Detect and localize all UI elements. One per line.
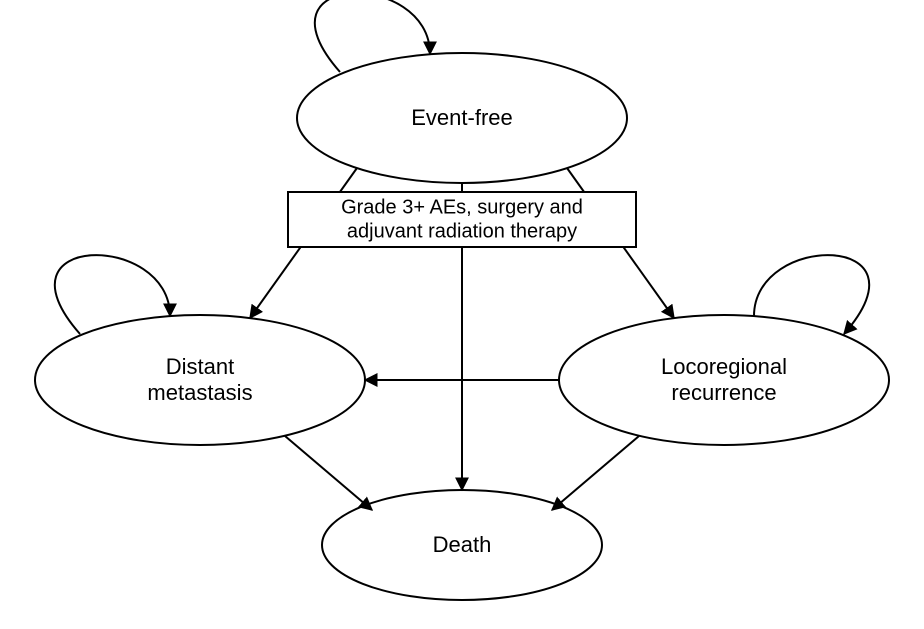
node-locoregional_recurrence-label-line-1: recurrence bbox=[671, 380, 776, 405]
node-locoregional-recurrence: Locoregionalrecurrence bbox=[559, 315, 889, 445]
node-death: Death bbox=[322, 490, 602, 600]
node-distant_metastasis-label-line-0: Distant bbox=[166, 354, 234, 379]
annotation-box-label-line-1: adjuvant radiation therapy bbox=[347, 221, 577, 243]
node-distant_metastasis-label-line-1: metastasis bbox=[147, 380, 252, 405]
edge-locoregional_recurrence-to-death bbox=[552, 436, 639, 510]
node-locoregional_recurrence-label-line-0: Locoregional bbox=[661, 354, 787, 379]
node-death-label-line-0: Death bbox=[433, 532, 492, 557]
edge-distant_metastasis-to-death bbox=[285, 436, 372, 510]
annotation-box: Grade 3+ AEs, surgery andadjuvant radiat… bbox=[288, 192, 636, 247]
state-diagram: Event-free Distantmetastasis Locoregiona… bbox=[0, 0, 924, 629]
annotation-box-label-line-0: Grade 3+ AEs, surgery and bbox=[341, 197, 583, 219]
node-event_free-label-line-0: Event-free bbox=[411, 105, 513, 130]
node-distant-metastasis: Distantmetastasis bbox=[35, 315, 365, 445]
node-event-free: Event-free bbox=[297, 53, 627, 183]
